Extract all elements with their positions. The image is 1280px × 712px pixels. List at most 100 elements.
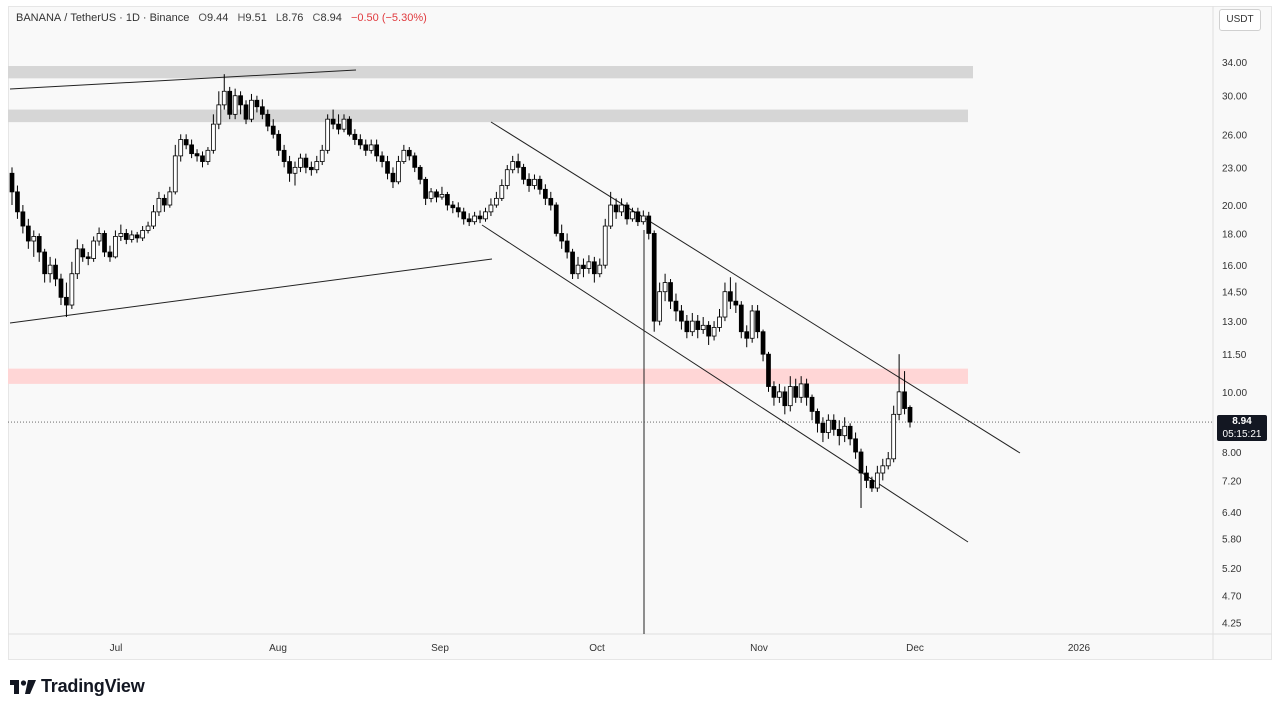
candle-body-155 <box>853 438 858 453</box>
candle-body-147 <box>809 396 815 412</box>
candle-body-122 <box>673 300 679 312</box>
x-tick-label-2: Sep <box>431 643 449 654</box>
candle-body-49 <box>276 133 282 151</box>
y-tick-label-1: 30.00 <box>1222 92 1247 103</box>
candle-body-78 <box>434 191 439 198</box>
candle-body-19 <box>113 236 118 258</box>
candle-body-138 <box>760 331 766 355</box>
candle-body-130 <box>717 316 722 328</box>
y-tick-label-14: 5.80 <box>1222 535 1242 546</box>
low-label: L <box>275 12 283 24</box>
candle-body-12 <box>74 248 80 275</box>
candle-body-119 <box>657 291 663 322</box>
symbol-name[interactable]: BANANA <box>16 12 62 24</box>
candle-body-64 <box>357 139 363 146</box>
candle-body-30 <box>172 155 178 193</box>
candle-body-58 <box>325 118 331 151</box>
candle-body-154 <box>847 425 853 440</box>
candle-body-31 <box>178 139 184 157</box>
candle-body-14 <box>85 256 91 259</box>
candle-body-50 <box>281 149 287 162</box>
y-tick-label-17: 4.25 <box>1222 618 1242 629</box>
y-tick-label-11: 8.00 <box>1222 448 1242 459</box>
y-tick-label-10: 10.00 <box>1222 388 1247 399</box>
candle-body-103 <box>570 251 575 275</box>
wedge-upper-line <box>9 69 357 90</box>
candle-body-134 <box>738 304 744 333</box>
currency-selector[interactable]: USDT <box>1219 9 1261 31</box>
candle-body-142 <box>782 391 788 407</box>
candle-body-105 <box>581 264 586 269</box>
candle-body-146 <box>804 383 809 398</box>
candle-body-85 <box>472 215 477 223</box>
candle-body-95 <box>526 178 532 186</box>
candle-body-144 <box>793 386 799 398</box>
high-value: 9.51 <box>245 12 267 24</box>
interval-label[interactable]: 1D <box>125 12 140 24</box>
candle-body-23 <box>134 234 140 239</box>
candle-body-24 <box>140 230 145 239</box>
candle-body-22 <box>129 234 135 240</box>
candle-body-150 <box>826 419 831 433</box>
candle-body-53 <box>298 157 303 168</box>
wedge-lower-line <box>9 258 493 324</box>
y-tick-label-12: 7.20 <box>1222 476 1242 487</box>
candle-body-165 <box>907 406 913 423</box>
candle-body-88 <box>488 204 494 213</box>
candle-body-48 <box>270 125 276 135</box>
candle-body-129 <box>711 327 717 337</box>
candle-body-137 <box>755 310 760 333</box>
quote-name: TetherUS <box>70 12 117 24</box>
candle-body-159 <box>874 472 880 489</box>
candle-body-8 <box>53 264 58 280</box>
exchange-label: Binance <box>149 12 190 24</box>
candle-body-34 <box>194 153 200 157</box>
y-tick-label-16: 4.70 <box>1222 591 1242 602</box>
last-price-value: 8.94 <box>1232 416 1252 427</box>
tradingview-logo-icon <box>10 679 36 694</box>
candle-body-148 <box>815 411 820 424</box>
candle-body-81 <box>450 204 456 209</box>
candle-body-89 <box>494 197 499 206</box>
candle-body-59 <box>330 118 336 125</box>
close-value: 8.94 <box>320 12 342 24</box>
candle-body-10 <box>64 296 69 306</box>
candle-body-151 <box>831 419 837 430</box>
candle-body-141 <box>777 391 782 398</box>
tradingview-logo[interactable]: TradingView <box>10 676 145 697</box>
high-label: H <box>237 12 246 24</box>
candle-body-118 <box>651 233 657 322</box>
y-tick-label-3: 23.00 <box>1222 163 1247 174</box>
candle-body-25 <box>145 225 151 231</box>
ohlc-values: O9.44 H9.51 L8.76 C8.94 −0.50 (−5.30%) <box>198 12 432 24</box>
candle-body-16 <box>96 233 102 242</box>
candle-body-63 <box>352 133 358 140</box>
candle-body-4 <box>31 236 37 242</box>
candle-body-94 <box>521 166 526 180</box>
last-price-tag: 8.94 05:15:21 <box>1217 415 1267 441</box>
candle-body-26 <box>151 211 156 227</box>
zone-grey-0 <box>8 65 973 79</box>
zone-grey-1 <box>8 109 968 123</box>
candle-body-82 <box>455 207 461 213</box>
candle-body-111 <box>613 204 619 213</box>
candle-body-39 <box>221 90 227 106</box>
candle-body-13 <box>80 248 86 258</box>
candle-body-77 <box>428 191 434 199</box>
candle-body-74 <box>412 155 418 168</box>
tradingview-logo-text: TradingView <box>41 676 145 696</box>
candle-body-33 <box>189 144 194 155</box>
channel-lower-line <box>481 224 969 543</box>
candle-body-101 <box>559 233 565 242</box>
candle-body-36 <box>205 149 211 162</box>
candle-body-15 <box>91 240 96 259</box>
zone-red-2 <box>8 368 968 384</box>
bar-countdown: 05:15:21 <box>1222 429 1262 440</box>
candle-body-44 <box>249 99 254 120</box>
candle-body-158 <box>869 479 875 489</box>
candle-body-60 <box>336 123 341 130</box>
candle-body-69 <box>385 161 390 174</box>
candle-body-65 <box>363 144 369 151</box>
candle-body-115 <box>635 211 641 223</box>
